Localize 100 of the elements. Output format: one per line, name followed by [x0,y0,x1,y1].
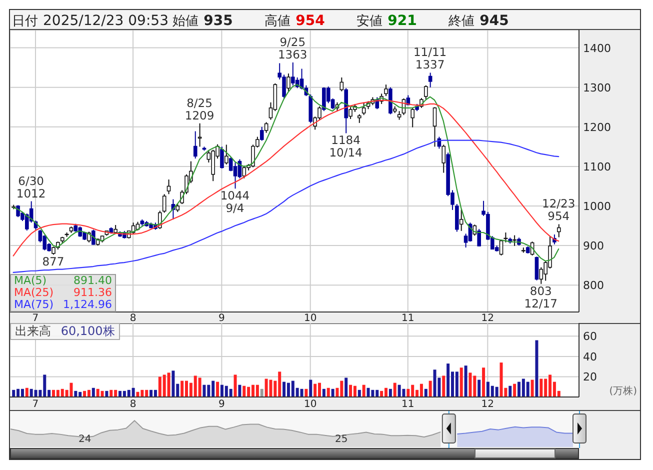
bar [495,386,498,397]
bar [398,384,401,397]
candlestick [556,224,561,238]
x-tick-label: 12 [481,399,494,410]
bar [110,390,113,397]
bar [380,390,384,397]
candlestick [291,62,295,86]
bar [92,388,95,397]
bar [269,380,272,397]
bar [52,390,56,397]
bar [74,390,78,397]
y-tick-label: 1300 [583,81,611,94]
x-tick-label: 8 [130,399,136,410]
bar [256,384,259,397]
x-tick-label: 11 [402,399,414,410]
chart-title: 出来高 60,100株 [15,324,115,338]
bar [393,382,396,397]
candlestick [362,102,366,116]
bar [282,382,286,397]
bar [420,384,423,397]
x-tick-label: 11 [402,313,414,324]
candlestick [286,73,290,92]
bar [105,390,108,397]
candlestick [442,144,446,174]
y-tick-label: 1400 [583,42,611,55]
bar [132,388,135,397]
bar [172,370,175,397]
bar [366,388,370,397]
bar [460,368,463,397]
bar [455,372,458,397]
x-tick-label: 7 [32,399,39,410]
candlestick [42,234,47,251]
x-tick-label: 12 [481,313,494,324]
bar [25,388,28,397]
annotation: 9/25 1363 [278,34,308,62]
bar [300,388,304,397]
bar [216,382,220,397]
y-tick-label: 20 [583,370,597,384]
bar [464,366,468,397]
candlestick [477,228,481,247]
bar [540,378,543,397]
y-axis-title: (万株) [609,384,637,398]
annotation: 1044 9/4 [220,188,250,216]
annotation: 12/23 954 [542,196,576,224]
candlestick [224,144,228,165]
bar [402,388,406,397]
bar [118,390,122,397]
candlestick [410,107,414,128]
candlestick [424,84,428,100]
bar [229,388,232,397]
bar [180,380,184,397]
x-tick-label: 9 [218,399,225,410]
candlestick [499,239,504,256]
x-tick-label: 10 [304,399,317,410]
candlestick [455,204,459,232]
annotation: 8/25 1209 [184,96,214,122]
bar [83,390,86,397]
bar [304,388,308,397]
y-tick-label: 1000 [583,200,611,214]
bar [154,390,157,397]
candlestick [260,126,264,142]
x-tick-label: 10 [304,313,317,324]
bar [349,384,352,397]
bar [424,388,428,397]
candlestick [534,256,539,281]
bar [326,388,330,397]
bar [530,380,534,397]
bar [353,386,356,397]
bar [198,378,202,397]
bar [362,384,366,397]
chart-title: 日付 2025/12/23 09:53 始値 935 高値 954 安値 921 終値 945 [12,13,509,29]
text: MA(25) 911.36 [14,286,112,299]
candlestick [459,209,464,232]
bar [388,388,392,397]
x-tick-label: 8 [130,313,136,324]
bar [34,390,38,397]
bar [167,372,170,397]
annotation: 877 [42,254,64,269]
candlestick [242,165,246,179]
y-tick-label: 40 [583,350,597,364]
bar [446,364,450,397]
bar [358,390,361,397]
y-tick-label: 1100 [583,160,611,174]
bar [500,362,503,397]
bar [87,390,90,397]
candlestick [384,84,388,97]
y-tick-label: 800 [583,279,604,292]
bar [468,372,472,397]
bar [20,388,24,397]
annotation: 1184 10/14 [329,133,362,160]
candlestick [193,130,198,160]
bar [406,388,410,397]
candlestick [264,122,268,134]
bar [526,382,530,397]
text: MA(75) 1,124.96 [14,298,112,311]
bar [513,384,516,397]
candlestick [233,162,238,190]
candlestick [432,106,437,148]
bar [535,340,538,397]
text: MA(5) 891.40 [14,274,112,287]
